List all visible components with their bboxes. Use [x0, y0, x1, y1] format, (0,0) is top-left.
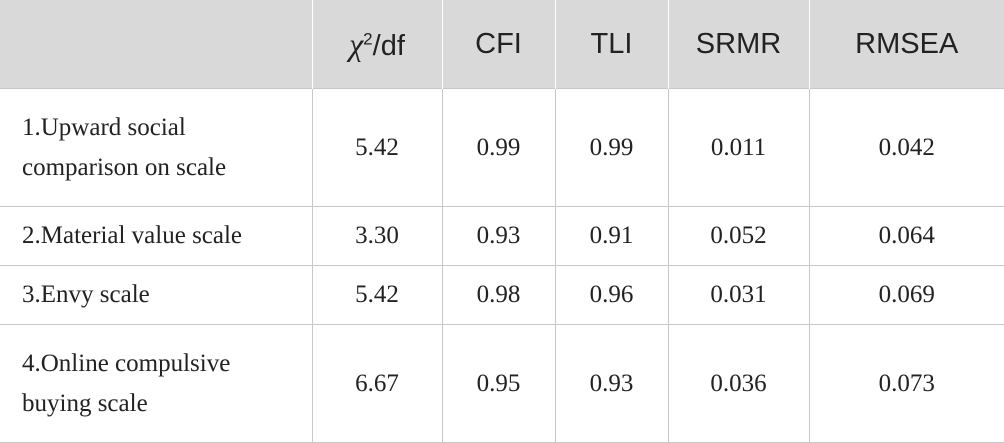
- cell-tli: 0.93: [554, 324, 669, 443]
- table-row: 4.Online compulsive buying scale 6.67 0.…: [0, 324, 1004, 443]
- cell-cfi: 0.99: [441, 88, 556, 207]
- header-rmsea: RMSEA: [809, 0, 1004, 89]
- header-tli: TLI: [555, 0, 669, 89]
- table-body: 1.Upward social comparison on scale 5.42…: [0, 88, 1004, 443]
- cell-chi-df: 5.42: [311, 88, 443, 207]
- table-row: 3.Envy scale 5.42 0.98 0.96 0.031 0.069: [0, 265, 1004, 325]
- cell-srmr: 0.052: [667, 206, 810, 266]
- row-label: 4.Online compulsive buying scale: [0, 324, 313, 443]
- chi-symbol: χ: [349, 25, 364, 62]
- cell-cfi: 0.98: [441, 265, 556, 325]
- chi-superscript: 2: [363, 28, 373, 48]
- header-cfi: CFI: [442, 0, 556, 89]
- cell-srmr: 0.036: [667, 324, 810, 443]
- row-label: 2.Material value scale: [0, 206, 313, 266]
- row-label: 3.Envy scale: [0, 265, 313, 325]
- cell-tli: 0.99: [554, 88, 669, 207]
- cell-tli: 0.96: [554, 265, 669, 325]
- header-row: χ2/df CFI TLI SRMR RMSEA: [0, 0, 1004, 89]
- cell-rmsea: 0.069: [808, 265, 1004, 325]
- header-srmr: SRMR: [668, 0, 810, 89]
- chi-suffix: /df: [372, 29, 405, 62]
- cell-chi-df: 3.30: [311, 206, 443, 266]
- cell-srmr: 0.011: [667, 88, 810, 207]
- cell-rmsea: 0.073: [808, 324, 1004, 443]
- cell-srmr: 0.031: [667, 265, 810, 325]
- cell-tli: 0.91: [554, 206, 669, 266]
- table-row: 1.Upward social comparison on scale 5.42…: [0, 88, 1004, 207]
- cell-cfi: 0.95: [441, 324, 556, 443]
- cell-rmsea: 0.042: [808, 88, 1004, 207]
- header-empty-cell: [0, 0, 313, 89]
- cell-rmsea: 0.064: [808, 206, 1004, 266]
- header-chi-square-df: χ2/df: [312, 0, 443, 89]
- row-label: 1.Upward social comparison on scale: [0, 88, 313, 207]
- cell-chi-df: 5.42: [311, 265, 443, 325]
- cell-chi-df: 6.67: [311, 324, 443, 443]
- cell-cfi: 0.93: [441, 206, 556, 266]
- table-header: χ2/df CFI TLI SRMR RMSEA: [0, 0, 1004, 89]
- table-row: 2.Material value scale 3.30 0.93 0.91 0.…: [0, 206, 1004, 266]
